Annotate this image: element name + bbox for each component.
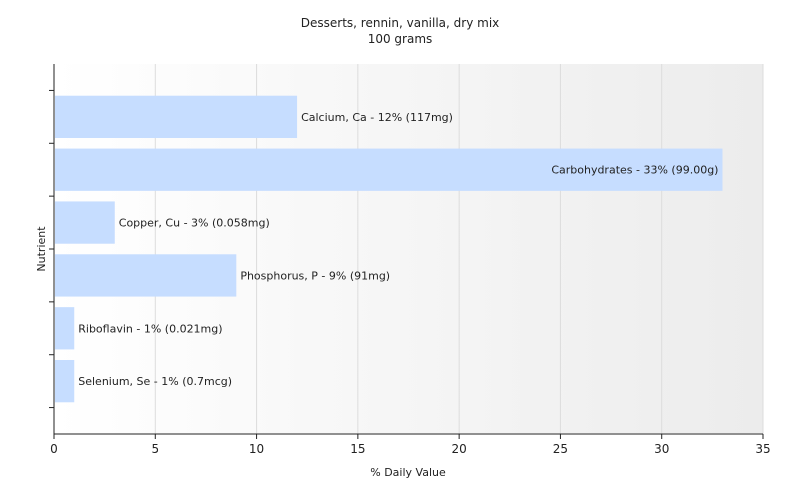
x-axis-title: % Daily Value	[370, 466, 446, 479]
x-tick-label: 25	[553, 442, 568, 456]
bar-label: Riboflavin - 1% (0.021mg)	[78, 322, 222, 335]
x-tick-label: 10	[249, 442, 264, 456]
chart-title-block: Desserts, rennin, vanilla, dry mix 100 g…	[0, 15, 800, 47]
x-tick-label: 5	[151, 442, 159, 456]
x-tick-label: 30	[654, 442, 669, 456]
y-axis-title: Nutrient	[35, 226, 48, 272]
bars: Calcium, Ca - 12% (117mg) Carbohydrates -…	[55, 95, 723, 403]
bar-label: Carbohydrates - 33% (99.00g)	[551, 164, 718, 177]
chart-title: Desserts, rennin, vanilla, dry mix	[300, 16, 500, 30]
bar	[55, 360, 75, 403]
x-tick-label: 20	[452, 442, 467, 456]
gridlines	[154, 64, 764, 434]
bar-label: Phosphorus, P - 9% (91mg)	[240, 269, 390, 282]
bar	[55, 307, 75, 350]
bar-label: Copper, Cu - 3% (0.058mg)	[119, 217, 270, 230]
bar	[55, 148, 723, 191]
y-ticks	[49, 89, 54, 409]
bar	[55, 201, 115, 244]
x-tick-label: 15	[350, 442, 365, 456]
bar-label: Calcium, Ca - 12% (117mg)	[301, 111, 453, 124]
bar	[55, 254, 237, 297]
x-ticks: 0 5 10 15 20 25 30 35	[50, 434, 771, 456]
bar	[55, 95, 298, 138]
chart-subtitle: 100 grams	[367, 32, 433, 46]
x-tick-label: 0	[50, 442, 58, 456]
x-tick-label: 35	[755, 442, 770, 456]
bar-label: Selenium, Se - 1% (0.7mcg)	[78, 375, 232, 388]
